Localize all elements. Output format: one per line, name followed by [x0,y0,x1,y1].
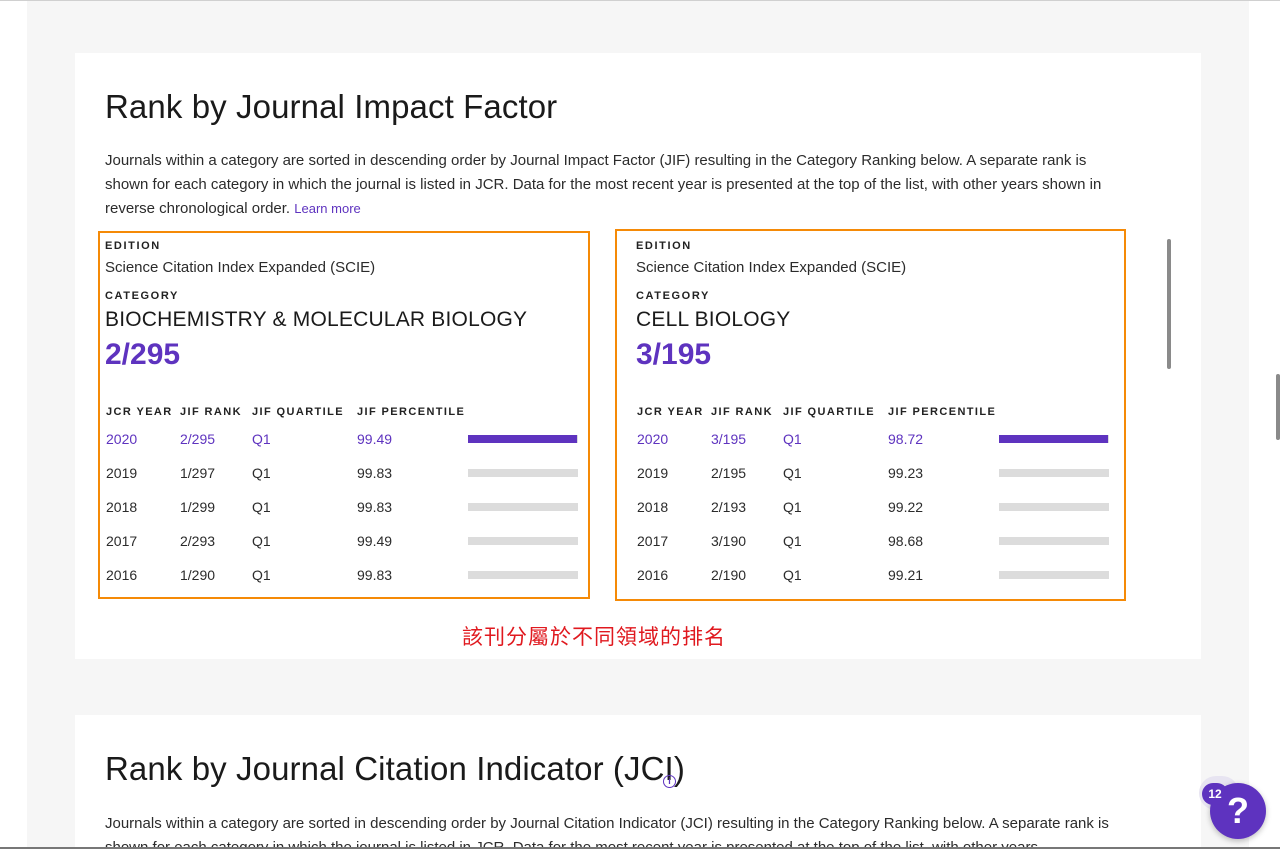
percentile-bar [468,435,578,443]
percentile-bar [999,537,1109,545]
row-year: 2017 [637,533,669,549]
highlight-box-category-2 [615,229,1126,601]
question-icon: ? [1227,790,1249,831]
row-jif-percentile: 99.23 [888,465,924,481]
jif-description: Journals within a category are sorted in… [105,149,1115,221]
row-jif-rank: 1/290 [180,567,216,583]
learn-more-link[interactable]: Learn more [294,201,361,216]
row-jif-quartile: Q1 [252,567,271,583]
jif-section-title: Rank by Journal Impact Factor [105,88,558,125]
inner-scrollbar[interactable] [1167,239,1171,369]
row-jif-percentile: 99.83 [357,465,393,481]
col-header-jif-rank: JIF RANK [180,406,242,418]
percentile-bar [999,469,1109,477]
row-jif-percentile: 99.49 [357,431,393,447]
row-jif-quartile: Q1 [783,431,802,447]
row-jif-quartile: Q1 [252,499,271,515]
category-name: BIOCHEMISTRY & MOLECULAR BIOLOGY [105,308,528,331]
row-jif-rank: 3/190 [711,533,747,549]
row-jif-percentile: 99.83 [357,499,393,515]
percentile-bar [468,537,578,545]
row-jif-percentile: 99.22 [888,499,924,515]
row-jif-quartile: Q1 [252,465,271,481]
page-scrollbar[interactable] [1276,374,1280,440]
row-year: 2019 [637,465,669,481]
col-header-jif-quartile: JIF QUARTILE [783,406,875,418]
row-jif-quartile: Q1 [783,499,802,515]
row-jif-quartile: Q1 [252,431,271,447]
category-label: CATEGORY [636,290,710,302]
row-year[interactable]: 2020 [106,431,138,447]
col-header-jif-quartile: JIF QUARTILE [252,406,344,418]
category-rank: 3/195 [636,338,712,371]
row-jif-rank: 1/299 [180,499,216,515]
percentile-bar [468,503,578,511]
row-jif-quartile: Q1 [783,465,802,481]
row-year: 2018 [106,499,138,515]
edition-label: EDITION [636,240,692,252]
row-year: 2018 [637,499,669,515]
edition-label: EDITION [105,240,161,252]
top-border [0,0,1280,1]
row-jif-rank: 1/297 [180,465,216,481]
info-icon[interactable]: i [663,775,676,788]
row-jif-percentile: 99.49 [357,533,393,549]
row-jif-quartile: Q1 [783,533,802,549]
edition-value: Science Citation Index Expanded (SCIE) [105,259,376,276]
row-jif-rank: 2/295 [180,431,216,447]
jci-description: Journals within a category are sorted in… [105,815,1109,847]
jif-description-text: Journals within a category are sorted in… [105,152,1102,217]
row-jif-rank: 3/195 [711,431,747,447]
category-name: CELL BIOLOGY [636,308,791,331]
bottom-border [0,847,1280,849]
annotation-text: 該刊分屬於不同領域的排名 [462,625,726,649]
row-year: 2019 [106,465,138,481]
row-jif-quartile: Q1 [783,567,802,583]
jif-rank-card [75,53,1201,659]
col-header-jif-rank: JIF RANK [711,406,773,418]
percentile-bar [999,435,1109,443]
row-jif-rank: 2/195 [711,465,747,481]
edition-value: Science Citation Index Expanded (SCIE) [636,259,907,276]
category-label: CATEGORY [105,290,179,302]
row-jif-rank: 2/193 [711,499,747,515]
row-year: 2016 [637,567,669,583]
percentile-bar-fill [468,435,578,443]
percentile-bar-fill [999,435,1108,443]
row-jif-percentile: 98.72 [888,431,924,447]
percentile-bar [468,469,578,477]
col-header-jif-percentile: JIF PERCENTILE [357,406,466,418]
help-count-badge: 12 [1202,783,1228,805]
percentile-bar [999,571,1109,579]
col-header-jcr-year: JCR YEAR [106,406,173,418]
percentile-bar [999,503,1109,511]
row-jif-percentile: 99.21 [888,567,924,583]
jci-section-title: Rank by Journal Citation Indicator (JCI) [105,750,685,787]
row-year[interactable]: 2020 [637,431,669,447]
row-jif-quartile: Q1 [252,533,271,549]
row-jif-rank: 2/293 [180,533,216,549]
category-rank: 2/295 [105,338,181,371]
row-jif-percentile: 99.83 [357,567,393,583]
highlight-box-category-1 [98,231,590,599]
percentile-bar [468,571,578,579]
jci-description-clip: Journals within a category are sorted in… [75,800,1201,847]
col-header-jcr-year: JCR YEAR [637,406,704,418]
col-header-jif-percentile: JIF PERCENTILE [888,406,997,418]
row-year: 2016 [106,567,138,583]
row-jif-rank: 2/190 [711,567,747,583]
row-jif-percentile: 98.68 [888,533,924,549]
jci-rank-card [75,715,1201,849]
row-year: 2017 [106,533,138,549]
